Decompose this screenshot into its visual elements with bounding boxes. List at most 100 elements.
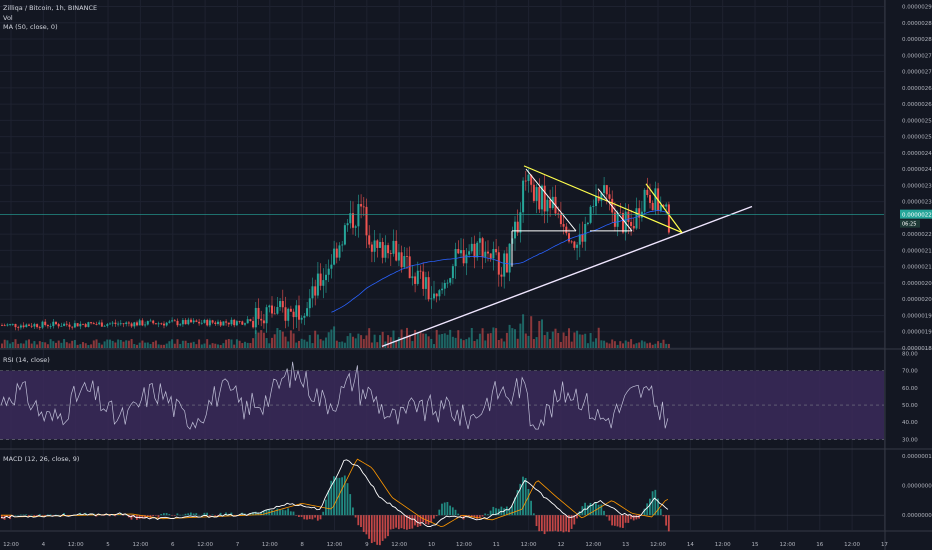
volume-bar	[176, 339, 179, 348]
candle-body	[168, 321, 171, 323]
macd-histogram-bar	[659, 508, 662, 516]
macd-histogram-bar	[160, 513, 163, 516]
rsi-title[interactable]: RSI (14, close)	[3, 356, 50, 364]
candle-body	[200, 322, 203, 324]
volume-bar	[489, 333, 492, 348]
macd-histogram-bar	[611, 515, 613, 526]
macd-histogram-bar	[597, 504, 600, 516]
volume-bar	[252, 338, 255, 348]
time-tick-label: 5	[106, 542, 110, 548]
volume-bar	[249, 343, 252, 348]
volume-bar	[662, 339, 665, 348]
volume-bar	[349, 333, 352, 348]
volume-bar	[127, 340, 130, 348]
candle-body	[73, 323, 76, 328]
volume-bar	[179, 344, 182, 348]
volume-bar	[30, 343, 33, 348]
candle-body	[541, 185, 543, 210]
time-tick-label: 10	[428, 542, 435, 548]
macd-histogram-bar	[524, 477, 527, 516]
pennant2-upper-line	[597, 188, 633, 232]
candle-body	[508, 243, 511, 273]
axes: 0.00000290 0.00000285 0.00000280 0.00000275…	[3, 5, 932, 548]
macd-histogram-bar	[476, 515, 478, 519]
candle-body	[600, 192, 603, 201]
volume-bar	[260, 330, 263, 348]
volume-bar	[335, 340, 338, 348]
macd-histogram-bar	[603, 510, 605, 516]
macd-histogram-bar	[198, 514, 200, 516]
volume-bar	[306, 341, 309, 348]
ma-legend[interactable]: MA (50, close, 0)	[3, 23, 58, 31]
macd-histogram-bar	[173, 515, 176, 516]
candle-body	[133, 322, 136, 327]
macd-histogram-bar	[384, 515, 387, 539]
candle-body	[38, 327, 41, 328]
volume-bar	[365, 335, 368, 348]
candle-body	[144, 324, 147, 326]
macd-histogram-bar	[489, 510, 492, 516]
volume-bar	[192, 341, 195, 348]
macd-histogram-bar	[470, 515, 473, 518]
price-tick-label: 0.00000255	[902, 118, 932, 124]
candle-body	[524, 180, 527, 182]
volume-bar	[505, 332, 508, 348]
volume-bar	[654, 343, 657, 348]
volume-bar	[600, 340, 603, 348]
macd-histogram-bar	[543, 515, 546, 535]
candle-body	[562, 224, 565, 227]
macd-histogram-bar	[1, 515, 3, 519]
time-tick-label: 17	[881, 542, 888, 548]
candle-body	[63, 323, 66, 326]
candle-body	[592, 206, 595, 207]
macd-histogram-bar	[635, 515, 638, 520]
volume-bar	[87, 344, 90, 348]
volume-bar	[392, 330, 395, 348]
macd-histogram-bar	[57, 514, 60, 516]
macd-histogram-bar	[576, 515, 578, 519]
volume-bar	[630, 339, 633, 348]
volume-bar	[206, 339, 209, 348]
volume-bar	[300, 338, 303, 348]
macd-histogram-bar	[330, 480, 333, 516]
macd-histogram-bar	[379, 515, 381, 546]
volume-legend[interactable]: Vol	[3, 14, 13, 22]
candle-body	[41, 321, 44, 328]
macd-title[interactable]: MACD (12, 26, close, 9)	[3, 455, 80, 463]
volume-bar	[103, 341, 106, 348]
macd-histogram-bar	[109, 515, 111, 517]
macd-histogram-bar	[114, 515, 117, 517]
macd-histogram-bar	[273, 511, 276, 516]
macd-histogram-bar	[211, 514, 214, 516]
candle-body	[616, 212, 619, 227]
candle-body	[424, 277, 427, 289]
volume-bar	[478, 333, 481, 348]
time-tick-label: 12:00	[3, 542, 19, 548]
macd-histogram-bar	[500, 506, 503, 516]
volume-bar	[227, 339, 230, 348]
symbol-title[interactable]: Zilliqa / Bitcoin, 1h, BINANCE	[3, 4, 98, 12]
volume-bar	[38, 341, 41, 348]
volume-bar	[160, 344, 163, 348]
macd-histogram-bar	[308, 515, 311, 520]
candle-body	[114, 322, 117, 324]
candle-body	[362, 206, 365, 208]
macd-histogram-bar	[144, 515, 146, 519]
volume-bar	[17, 343, 20, 348]
volume-bar	[573, 332, 576, 348]
volume-bar	[298, 340, 300, 348]
price-tick-label: 0.00000195	[902, 313, 932, 319]
candle-body	[406, 256, 408, 257]
time-tick-label: 7	[236, 542, 240, 548]
candle-body	[71, 326, 74, 328]
candle-body	[441, 288, 444, 291]
volume-bar	[427, 336, 430, 348]
volume-bar	[500, 338, 503, 348]
macd-histogram-bar	[55, 514, 57, 516]
macd-histogram-bar	[395, 515, 397, 528]
volume-bar	[333, 326, 336, 348]
macd-histogram-bar	[370, 515, 373, 544]
candle-body	[624, 211, 627, 233]
volume-bar	[1, 343, 3, 348]
